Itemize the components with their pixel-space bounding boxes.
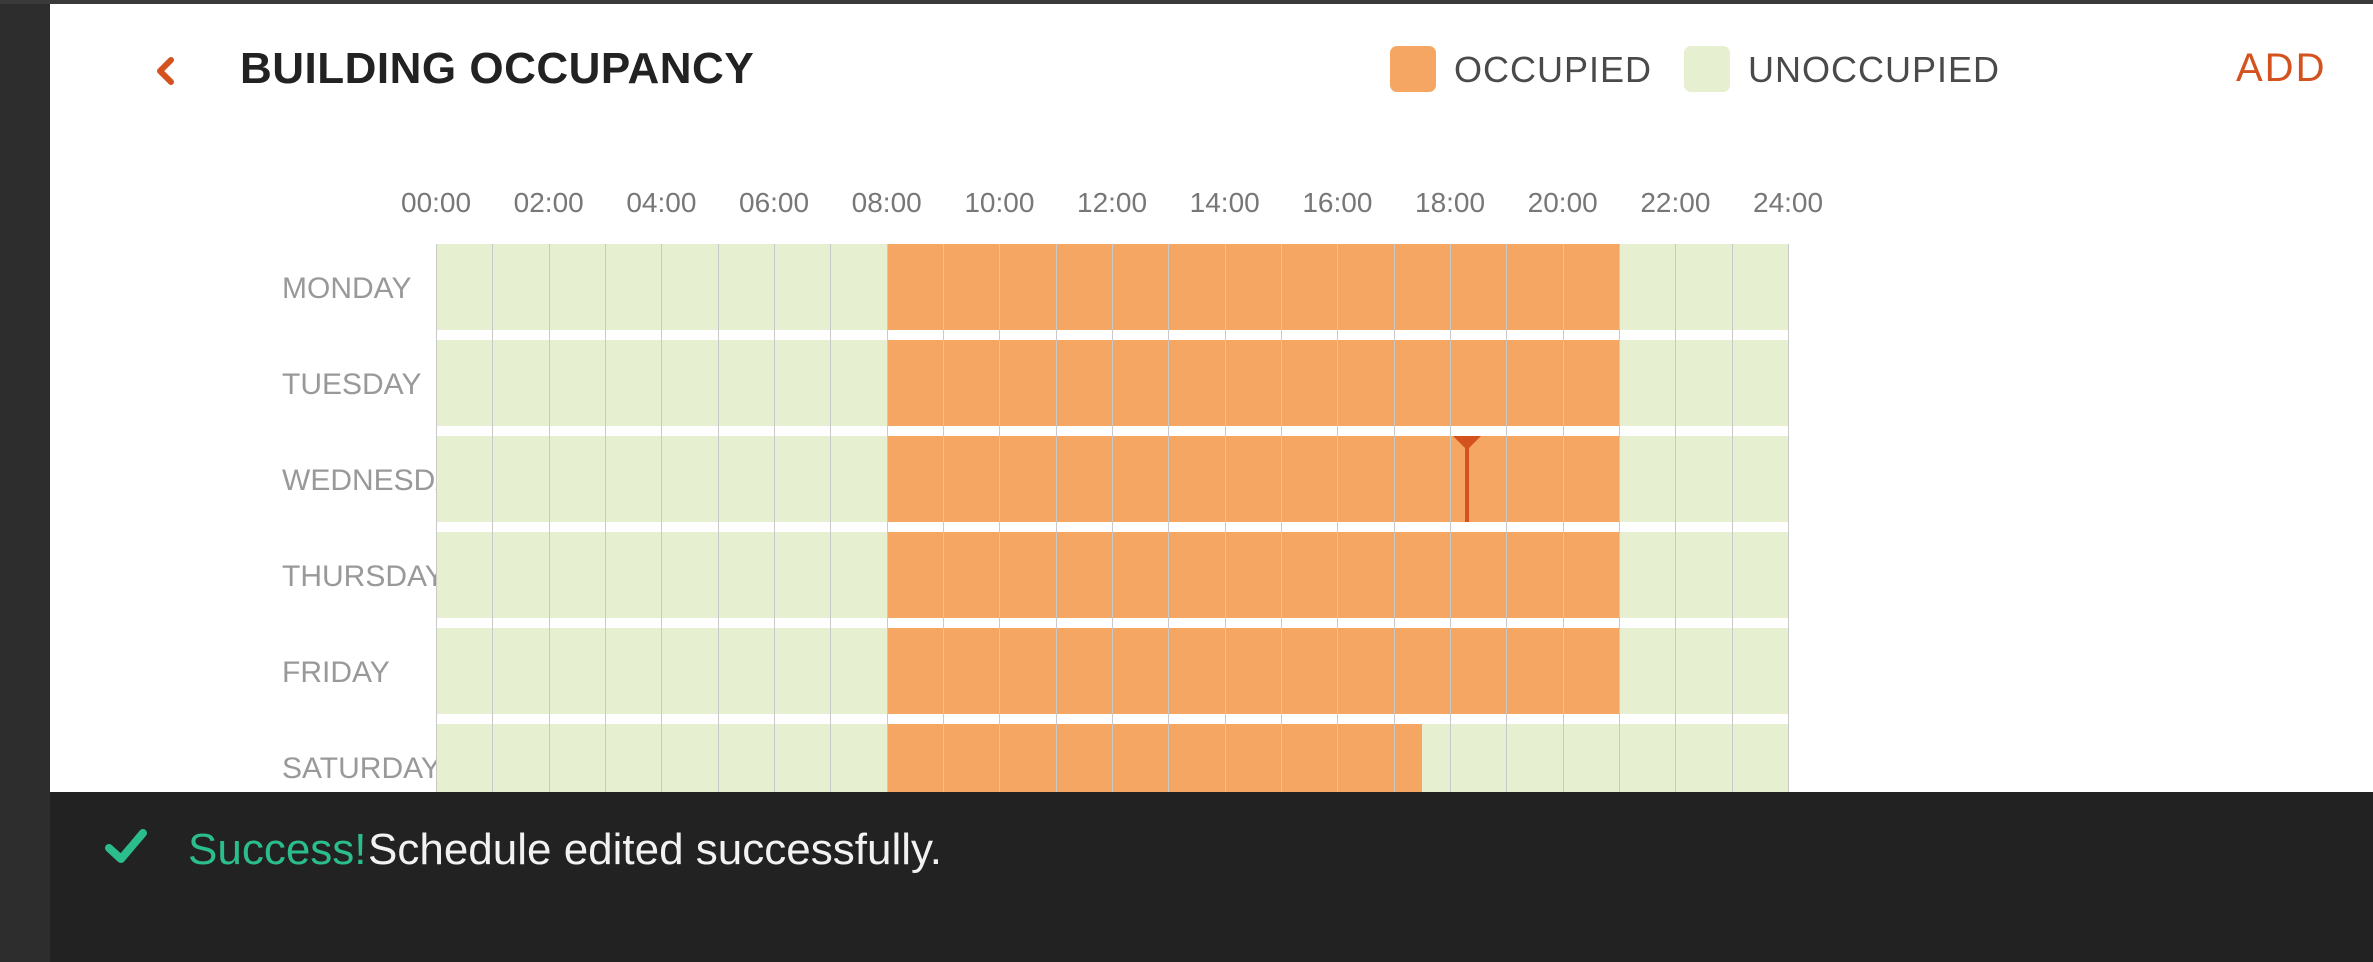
unoccupied-segment <box>1421 724 1788 792</box>
occupancy-panel: BUILDING OCCUPANCY OCCUPIED UNOCCUPIED A… <box>50 4 2373 792</box>
toast-success-label: Success! <box>188 825 367 874</box>
time-tick-label: 12:00 <box>1077 187 1148 218</box>
unoccupied-segment <box>1619 532 1788 618</box>
hour-gridline <box>1055 244 1057 792</box>
time-tick-label: 18:00 <box>1415 187 1486 218</box>
time-tick-label: 16:00 <box>1302 187 1373 218</box>
hour-gridline <box>717 244 719 792</box>
legend-unoccupied-label: UNOCCUPIED <box>1748 49 2001 90</box>
hour-gridline <box>661 244 663 792</box>
hour-gridline <box>886 244 888 792</box>
hour-gridline <box>1619 244 1620 792</box>
hour-gridline <box>1450 244 1451 792</box>
hour-gridline <box>492 244 494 792</box>
time-tick-label: 22:00 <box>1640 187 1711 218</box>
back-button[interactable] <box>148 56 182 90</box>
hour-gridline <box>1168 244 1170 792</box>
hour-gridline <box>830 244 832 792</box>
legend-unoccupied-swatch <box>1684 46 1730 92</box>
hour-gridline <box>774 244 775 792</box>
hour-gridline <box>1731 244 1733 792</box>
occupied-block[interactable] <box>886 244 1619 330</box>
hour-gridline <box>1224 244 1226 792</box>
chevron-left-icon <box>154 56 176 91</box>
legend-occupied-swatch <box>1390 46 1436 92</box>
occupied-block[interactable] <box>886 340 1619 426</box>
day-label: SATURDAY <box>282 752 441 785</box>
time-tick-label: 10:00 <box>964 187 1035 218</box>
hour-gridline <box>1675 244 1677 792</box>
hour-gridline <box>436 244 437 792</box>
unoccupied-segment <box>1619 628 1788 714</box>
unoccupied-segment <box>1619 340 1788 426</box>
checkmark-icon <box>104 827 148 872</box>
occupied-block[interactable] <box>886 532 1619 618</box>
current-time-marker[interactable] <box>1452 436 1482 522</box>
hour-gridline <box>605 244 606 792</box>
day-label: THURSDAY <box>282 560 445 593</box>
hour-gridline <box>1393 244 1395 792</box>
hour-gridline <box>1788 244 1789 792</box>
add-button[interactable]: ADD <box>2236 46 2327 90</box>
time-tick-label: 00:00 <box>401 187 472 218</box>
day-label: TUESDAY <box>282 368 422 401</box>
time-tick-label: 24:00 <box>1753 187 1824 218</box>
hour-gridline <box>1562 244 1564 792</box>
hour-gridline <box>943 244 944 792</box>
time-tick-label: 08:00 <box>851 187 922 218</box>
hour-gridline <box>1281 244 1282 792</box>
hour-gridline <box>1506 244 1508 792</box>
unoccupied-segment <box>1619 436 1788 522</box>
time-tick-label: 14:00 <box>1189 187 1260 218</box>
occupied-block[interactable] <box>886 628 1619 714</box>
window-top-border <box>0 0 2373 4</box>
toast-message: Schedule edited successfully. <box>368 825 942 874</box>
occupied-block[interactable] <box>886 724 1422 792</box>
time-tick-label: 02:00 <box>513 187 584 218</box>
hour-gridline <box>1112 244 1113 792</box>
success-toast <box>50 792 2373 962</box>
day-label: FRIDAY <box>282 656 390 689</box>
hour-gridline <box>1337 244 1339 792</box>
hour-gridline <box>999 244 1001 792</box>
legend-occupied-label: OCCUPIED <box>1454 49 1653 90</box>
occupied-block[interactable] <box>886 436 1619 522</box>
day-label: MONDAY <box>282 272 412 305</box>
time-tick-label: 20:00 <box>1527 187 1598 218</box>
time-tick-label: 04:00 <box>626 187 697 218</box>
hour-gridline <box>548 244 550 792</box>
time-tick-label: 06:00 <box>739 187 810 218</box>
unoccupied-segment <box>1619 244 1788 330</box>
page-title: BUILDING OCCUPANCY <box>240 44 755 93</box>
